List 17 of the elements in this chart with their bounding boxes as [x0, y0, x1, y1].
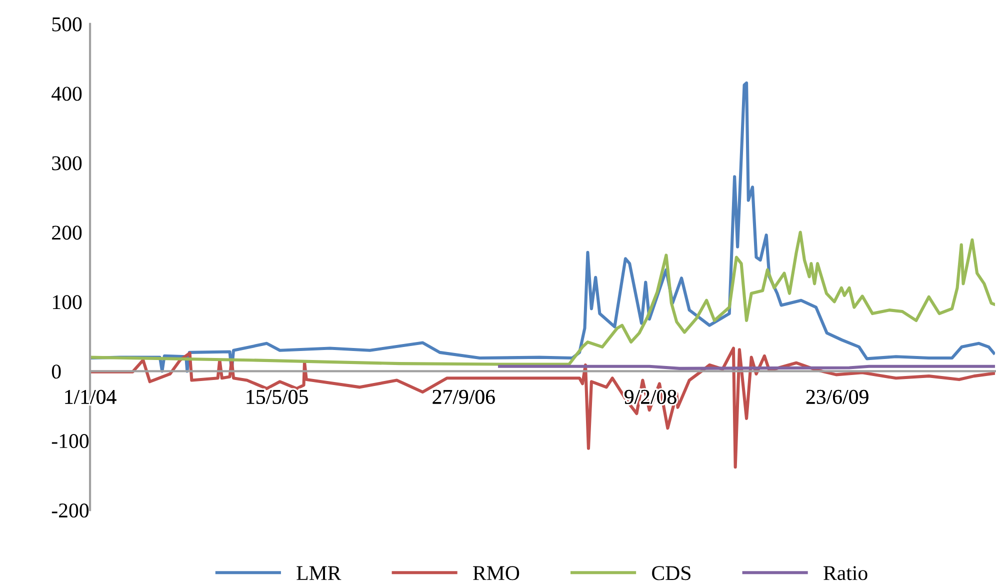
line-series: [90, 230, 996, 366]
y-tick-label: 0: [52, 364, 61, 379]
y-tick-label: 500: [52, 17, 82, 32]
y-tick-label: 300: [52, 156, 82, 170]
y-tick-label: 100: [52, 295, 82, 310]
legend-label: CDS: [652, 566, 690, 580]
x-tick-label: 1/1/04: [65, 390, 116, 404]
y-tick-label: 200: [52, 226, 82, 240]
y-tick-label: -200: [52, 504, 89, 518]
legend-label: Ratio: [824, 566, 868, 580]
x-tick-label: 27/9/06: [432, 390, 495, 404]
x-tick-label: 15/5/05: [246, 390, 308, 404]
x-tick-label: 23/6/09: [806, 390, 868, 404]
legend-label: RMO: [473, 566, 520, 580]
y-tick-label: -100: [52, 434, 89, 448]
legend-label: LMR: [296, 566, 342, 580]
y-tick-label: 400: [52, 86, 82, 101]
